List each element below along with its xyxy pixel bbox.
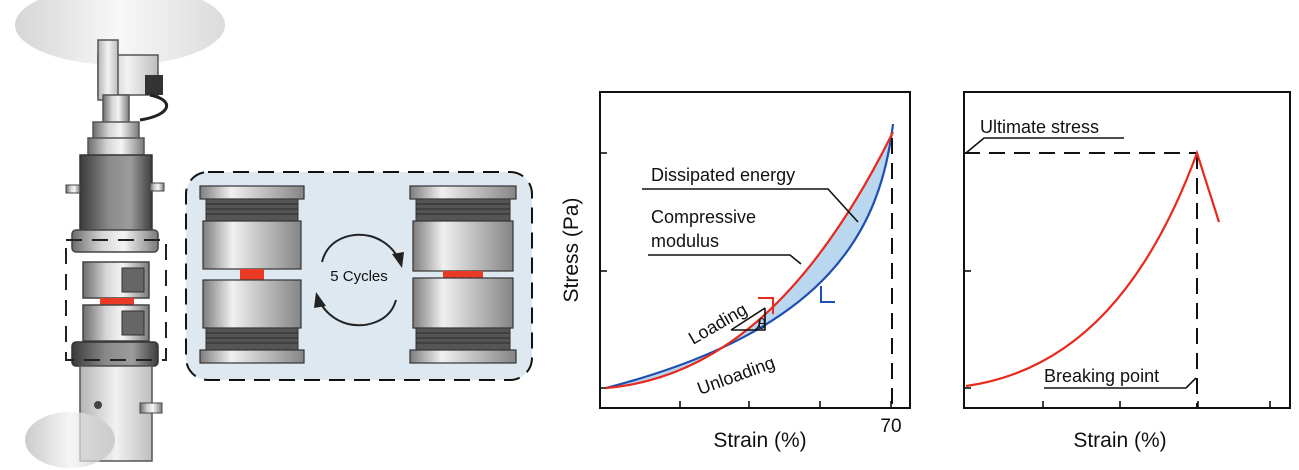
dissipated-energy-area — [606, 132, 893, 388]
compressed-hydrogel-sample — [443, 271, 483, 278]
cyclic-loading-chart: Dissipated energy Compressive modulus Lo… — [560, 91, 911, 452]
cyclic-y-axis-label: Stress (Pa) — [560, 197, 583, 302]
compressive-modulus-leader — [648, 254, 802, 265]
dissipated-energy-label: Dissipated energy — [651, 165, 795, 185]
modulus-label: modulus — [651, 231, 719, 251]
dissipated-energy-leader — [642, 188, 859, 223]
compression-cycle-inset: 5 Cycles — [185, 171, 533, 381]
unloading-direction-arrow — [820, 286, 835, 303]
failure-x-axis-label: Strain (%) — [1073, 429, 1166, 452]
testing-machine-illustration — [15, 0, 225, 468]
ultimate-stress-label: Ultimate stress — [980, 117, 1099, 137]
compressive-label: Compressive — [651, 207, 756, 227]
stress-strain-curve — [965, 149, 1221, 388]
uncompressed-sample-assembly — [199, 185, 305, 364]
loading-curve — [605, 131, 894, 390]
cyclic-x-tick-label: 70 — [880, 416, 901, 437]
failure-chart-frame — [963, 91, 1291, 409]
cyclic-x-axis-label: Strain (%) — [713, 429, 806, 452]
cycle-arrows-icon — [314, 233, 404, 327]
theta-label: θ — [758, 316, 766, 333]
unloading-curve — [605, 123, 895, 390]
modulus-slope-triangle — [731, 308, 766, 331]
hydrogel-sample — [240, 269, 264, 280]
unloading-label: Unloading — [695, 352, 778, 399]
breaking-point-label: Breaking point — [1044, 366, 1159, 386]
cycles-label: 5 Cycles — [330, 268, 388, 285]
compressed-sample-assembly — [409, 185, 517, 364]
ultimate-stress-leader — [965, 137, 1124, 154]
cyclic-chart-frame — [599, 91, 911, 409]
loading-direction-arrow — [758, 297, 774, 314]
failure-chart: Ultimate stress Breaking point Strain (%… — [963, 91, 1291, 452]
breaking-point-leader — [1044, 377, 1197, 389]
